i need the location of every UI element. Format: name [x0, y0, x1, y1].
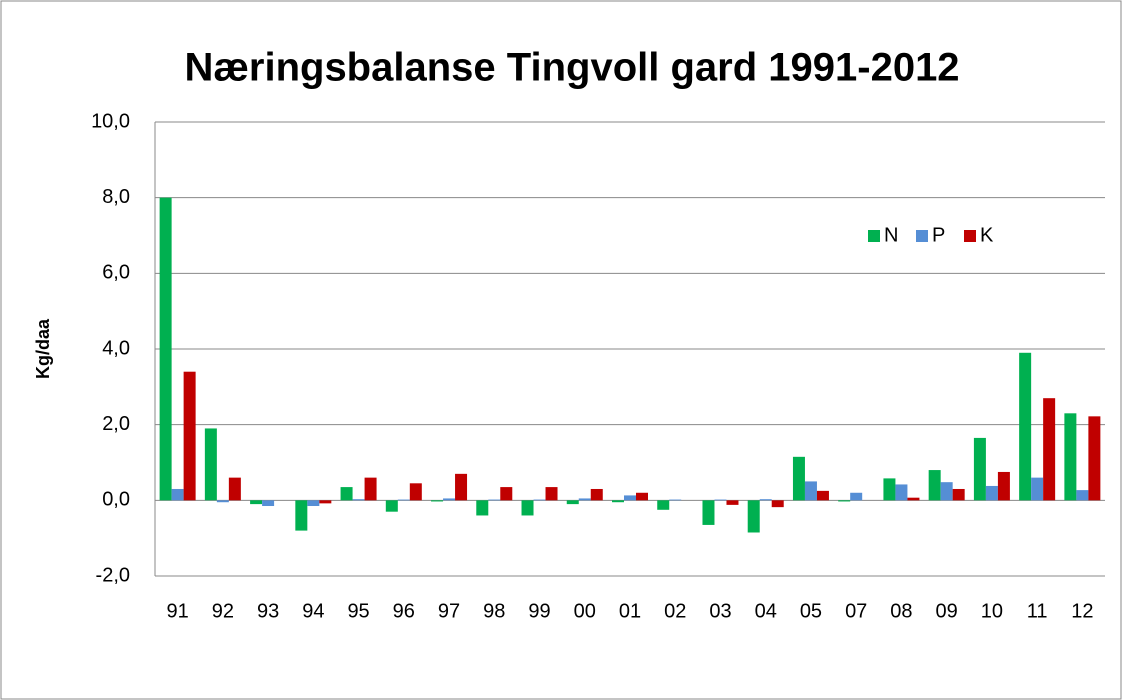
bar	[1088, 416, 1101, 501]
x-tick-label: 09	[936, 600, 958, 622]
bar	[997, 471, 1010, 501]
bar	[443, 498, 456, 501]
bar	[262, 500, 275, 507]
bar	[488, 499, 501, 501]
bar	[907, 497, 920, 501]
bar	[838, 500, 851, 502]
x-tick-label: 93	[257, 600, 279, 622]
bar	[578, 498, 591, 501]
x-tick-label: 91	[166, 600, 188, 622]
bar	[792, 456, 805, 501]
bar	[1031, 477, 1044, 501]
bar	[816, 490, 829, 501]
y-tick-label: 2,0	[102, 413, 130, 435]
x-tick-label: 02	[664, 600, 686, 622]
bar	[895, 484, 908, 501]
y-tick-label: 0,0	[102, 489, 130, 511]
bar	[340, 487, 353, 501]
x-tick-label: 94	[302, 600, 324, 622]
bar	[714, 499, 727, 501]
bar	[940, 482, 953, 501]
bar	[533, 499, 546, 501]
bar	[216, 500, 229, 503]
bar	[545, 487, 558, 501]
bar	[228, 477, 241, 501]
x-tick-label: 97	[438, 600, 460, 622]
bar	[159, 197, 172, 501]
bar	[183, 371, 196, 501]
bar	[804, 481, 817, 501]
bar	[204, 428, 217, 501]
y-tick-label: -2,0	[96, 564, 130, 586]
legend-label: K	[980, 224, 994, 246]
bar	[771, 500, 784, 508]
bar	[521, 500, 534, 516]
bar	[759, 499, 772, 501]
bar	[171, 488, 184, 501]
x-tick-label: 10	[981, 600, 1003, 622]
x-tick-label: 01	[619, 600, 641, 622]
bar	[307, 500, 320, 507]
bar	[431, 500, 444, 502]
bar	[500, 487, 513, 501]
chart-title: Næringsbalanse Tingvoll gard 1991-2012	[184, 46, 959, 90]
bar	[1076, 490, 1089, 501]
bar	[1019, 352, 1032, 501]
bar	[669, 499, 682, 501]
x-tick-label: 04	[755, 600, 777, 622]
legend-label: N	[884, 224, 898, 246]
bar	[973, 437, 986, 501]
x-tick-label: 96	[393, 600, 415, 622]
x-tick-label: 00	[574, 600, 596, 622]
bar	[928, 470, 941, 501]
y-tick-label: 10,0	[91, 110, 130, 132]
bar	[624, 495, 636, 501]
bar	[364, 477, 377, 501]
bar	[657, 500, 670, 510]
bar	[352, 499, 365, 501]
bar	[850, 492, 863, 501]
bar	[319, 500, 332, 504]
bar	[883, 478, 896, 501]
bar	[397, 499, 410, 501]
y-tick-label: 6,0	[102, 262, 130, 284]
x-tick-label: 92	[212, 600, 234, 622]
x-tick-label: 98	[483, 600, 505, 622]
legend-label: P	[932, 224, 945, 246]
bar	[250, 500, 263, 505]
x-tick-label: 12	[1071, 600, 1093, 622]
x-tick-label: 99	[528, 600, 550, 622]
bar	[295, 500, 308, 531]
x-tick-label: 08	[890, 600, 912, 622]
y-tick-label: 8,0	[102, 186, 130, 208]
bar	[409, 483, 422, 501]
bar	[636, 492, 648, 501]
bar	[612, 500, 624, 503]
x-tick-label: 05	[800, 600, 822, 622]
bar	[702, 500, 715, 525]
y-tick-label: 4,0	[102, 337, 130, 359]
y-axis-label: Kg/daa	[33, 318, 53, 379]
legend-swatch	[916, 230, 928, 242]
legend-swatch	[964, 230, 976, 242]
bar	[726, 500, 739, 505]
x-tick-label: 95	[347, 600, 369, 622]
bar	[747, 500, 760, 533]
x-tick-label: 07	[845, 600, 867, 622]
legend-swatch	[868, 230, 880, 242]
bar	[566, 500, 579, 505]
x-tick-label: 11	[1027, 600, 1048, 622]
bar	[590, 488, 603, 501]
bar	[455, 473, 468, 501]
bar	[476, 500, 489, 516]
bar	[985, 485, 998, 501]
bar	[1064, 413, 1077, 501]
x-tick-label: 03	[709, 600, 731, 622]
bar	[952, 488, 965, 501]
bar	[385, 500, 398, 512]
bar	[1043, 398, 1056, 501]
